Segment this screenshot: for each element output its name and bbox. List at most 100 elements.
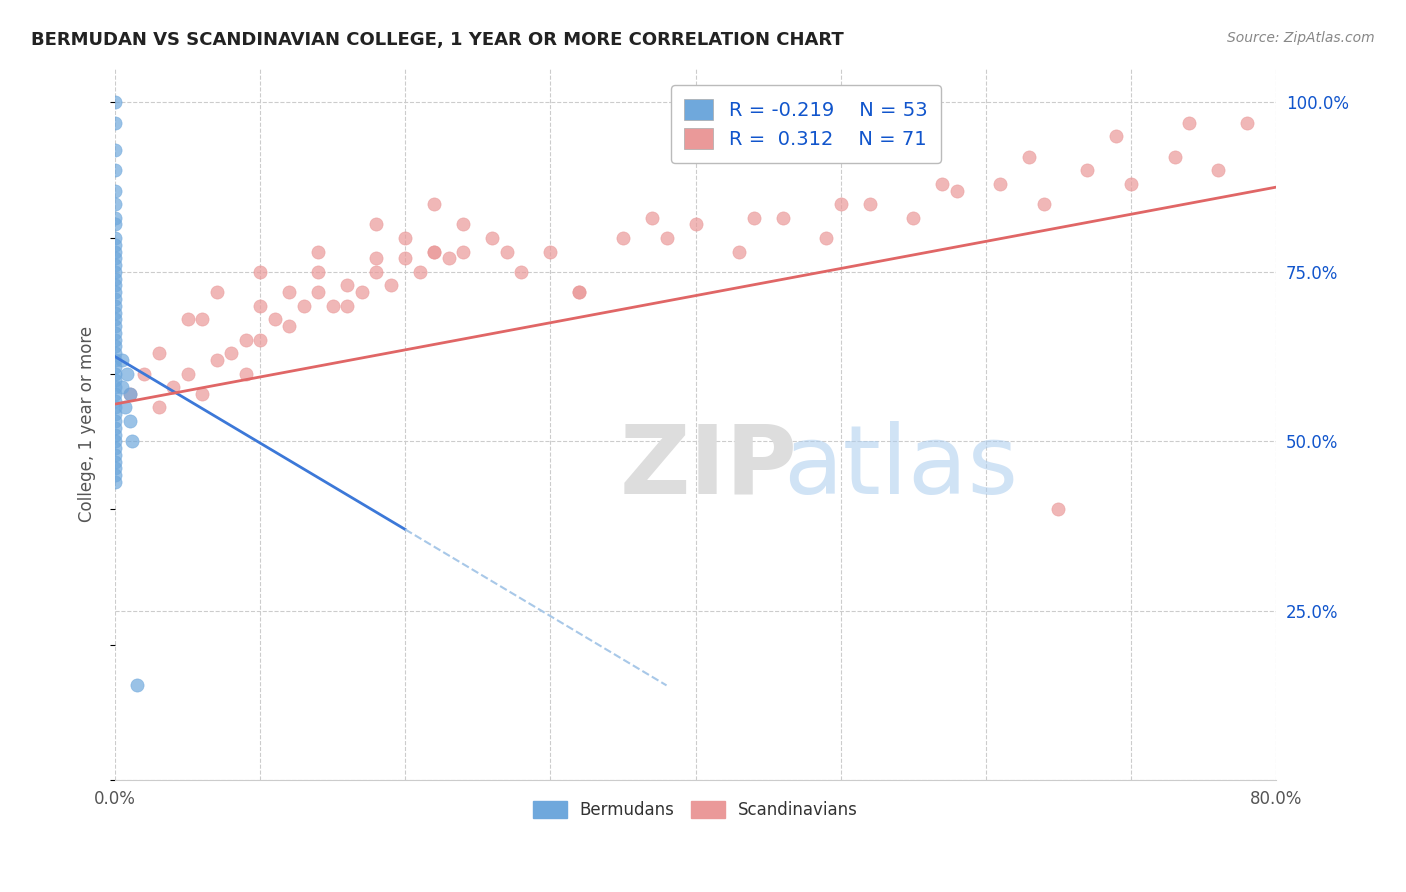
Point [104, 407, 127, 421]
Point [815, 231, 838, 245]
Point [118, 387, 141, 401]
Point [366, 252, 388, 266]
Point [104, 401, 127, 415]
Point [1032, 197, 1054, 211]
Point [830, 197, 852, 211]
Point [104, 258, 127, 272]
Text: Source: ZipAtlas.com: Source: ZipAtlas.com [1227, 31, 1375, 45]
Point [278, 319, 301, 334]
Point [104, 353, 127, 368]
Y-axis label: College, 1 year or more: College, 1 year or more [79, 326, 96, 523]
Point [423, 244, 446, 259]
Point [380, 278, 402, 293]
Point [104, 312, 127, 326]
Point [104, 373, 127, 387]
Point [148, 346, 170, 360]
Point [176, 312, 198, 326]
Point [104, 116, 127, 130]
Legend: Bermudans, Scandinavians: Bermudans, Scandinavians [526, 794, 865, 825]
Point [772, 211, 794, 225]
Point [278, 285, 301, 300]
Point [859, 197, 882, 211]
Point [728, 244, 751, 259]
Point [409, 265, 432, 279]
Point [118, 414, 141, 428]
Point [219, 346, 242, 360]
Point [176, 367, 198, 381]
Point [336, 299, 359, 313]
Point [249, 265, 271, 279]
Point [235, 333, 257, 347]
Point [104, 393, 127, 408]
Point [115, 367, 138, 381]
Text: BERMUDAN VS SCANDINAVIAN COLLEGE, 1 YEAR OR MORE CORRELATION CHART: BERMUDAN VS SCANDINAVIAN COLLEGE, 1 YEAR… [31, 31, 844, 49]
Point [1105, 129, 1128, 144]
Point [104, 271, 127, 285]
Point [307, 285, 329, 300]
Point [104, 387, 127, 401]
Point [292, 299, 315, 313]
Point [104, 95, 127, 110]
Point [104, 359, 127, 374]
Point [104, 143, 127, 157]
Point [104, 211, 127, 225]
Point [307, 244, 329, 259]
Point [104, 218, 127, 232]
Point [104, 305, 127, 319]
Point [104, 285, 127, 300]
Point [104, 367, 127, 381]
Point [104, 184, 127, 198]
Point [1236, 116, 1258, 130]
Point [307, 265, 329, 279]
Point [1178, 116, 1201, 130]
Point [104, 292, 127, 306]
Point [263, 312, 285, 326]
Point [423, 197, 446, 211]
Point [685, 218, 707, 232]
Point [235, 367, 257, 381]
Point [249, 299, 271, 313]
Point [104, 414, 127, 428]
Point [350, 285, 373, 300]
Point [162, 380, 184, 394]
Point [125, 678, 148, 692]
Point [366, 265, 388, 279]
Point [104, 441, 127, 455]
Point [903, 211, 925, 225]
Point [568, 285, 591, 300]
Point [104, 244, 127, 259]
Point [104, 455, 127, 469]
Point [655, 231, 678, 245]
Point [366, 218, 388, 232]
Point [641, 211, 664, 225]
Point [394, 252, 416, 266]
Point [104, 326, 127, 340]
Point [104, 427, 127, 442]
Point [742, 211, 765, 225]
Point [104, 197, 127, 211]
Point [336, 278, 359, 293]
Point [104, 461, 127, 475]
Text: atlas: atlas [783, 421, 1018, 514]
Point [104, 237, 127, 252]
Point [1163, 150, 1185, 164]
Point [118, 387, 141, 401]
Point [104, 278, 127, 293]
Point [104, 231, 127, 245]
Point [114, 401, 136, 415]
Point [437, 252, 460, 266]
Point [568, 285, 591, 300]
Point [931, 177, 953, 191]
Point [104, 434, 127, 449]
Point [191, 387, 214, 401]
Point [481, 231, 503, 245]
Point [104, 333, 127, 347]
Point [111, 380, 134, 394]
Point [121, 434, 143, 449]
Point [249, 333, 271, 347]
Point [394, 231, 416, 245]
Point [1206, 163, 1229, 178]
Point [946, 184, 969, 198]
Point [104, 448, 127, 462]
Point [453, 218, 475, 232]
